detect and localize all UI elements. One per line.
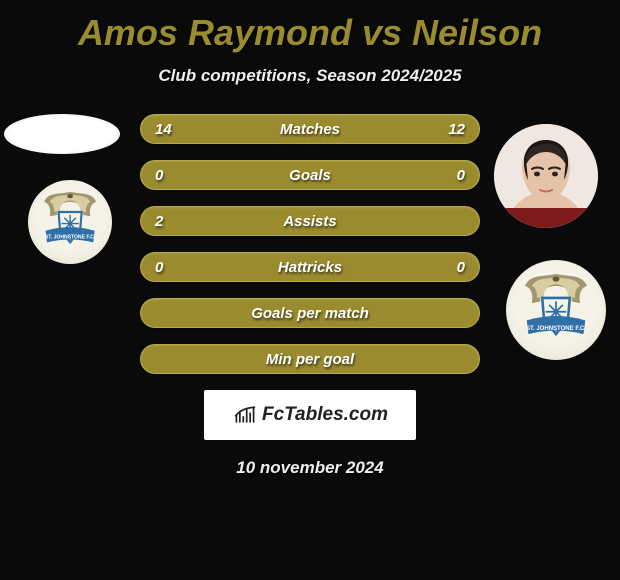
stat-bar-goals-per-match: Goals per match: [140, 298, 480, 328]
stat-left-value: 14: [155, 121, 179, 138]
svg-text:ST. JOHNSTONE F.C.: ST. JOHNSTONE F.C.: [45, 235, 96, 241]
player-right-avatar: [494, 124, 598, 228]
stat-label: Hattricks: [278, 259, 342, 276]
stat-right-value: 12: [441, 121, 465, 138]
stat-bar-hattricks: 0 Hattricks 0: [140, 252, 480, 282]
stat-bar-goals: 0 Goals 0: [140, 160, 480, 190]
stat-label: Goals per match: [251, 305, 369, 322]
stat-right-value: 0: [441, 167, 465, 184]
player-face-icon: [494, 124, 598, 228]
placeholder-silhouette-icon: [4, 114, 120, 154]
club-crest-left: ST. JOHNSTONE F.C.: [28, 180, 112, 264]
player-left-avatar: [4, 114, 120, 154]
stat-bar-min-per-goal: Min per goal: [140, 344, 480, 374]
page-title: Amos Raymond vs Neilson: [0, 0, 620, 54]
subtitle: Club competitions, Season 2024/2025: [0, 66, 620, 86]
stat-bar-assists: 2 Assists: [140, 206, 480, 236]
watermark-text: FcTables.com: [262, 404, 388, 426]
stat-label: Assists: [283, 213, 336, 230]
st-johnstone-crest-icon: ST. JOHNSTONE F.C.: [34, 186, 106, 258]
watermark: FcTables.com: [204, 390, 416, 440]
st-johnstone-crest-icon: ST. JOHNSTONE F.C.: [513, 267, 599, 353]
date-text: 10 november 2024: [0, 458, 620, 478]
club-crest-right: ST. JOHNSTONE F.C.: [506, 260, 606, 360]
stat-label: Goals: [289, 167, 331, 184]
stat-right-value: 0: [441, 259, 465, 276]
stat-bar-matches: 14 Matches 12: [140, 114, 480, 144]
stat-left-value: 2: [155, 213, 179, 230]
svg-text:ST. JOHNSTONE F.C.: ST. JOHNSTONE F.C.: [526, 326, 586, 332]
stat-label: Matches: [280, 121, 340, 138]
fctables-logo-icon: [232, 403, 258, 427]
stat-left-value: 0: [155, 167, 179, 184]
stat-left-value: 0: [155, 259, 179, 276]
stat-label: Min per goal: [266, 351, 354, 368]
